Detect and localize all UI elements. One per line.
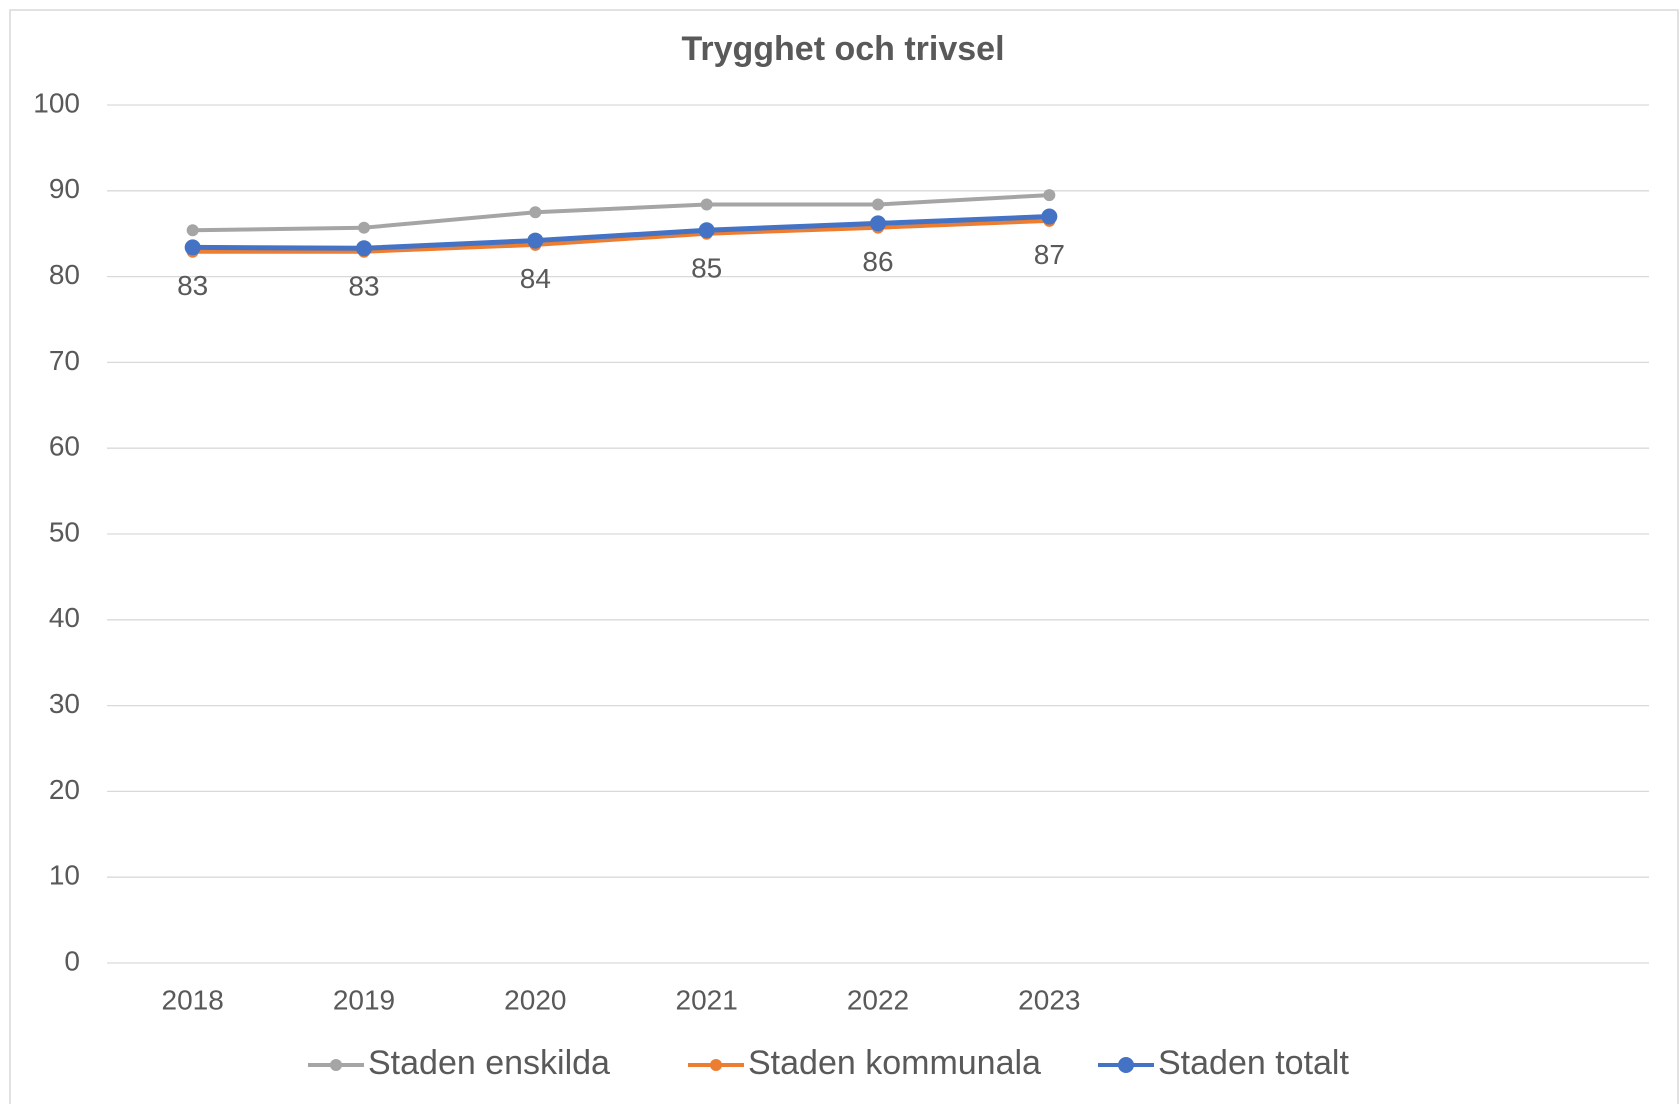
legend-swatch-marker — [330, 1059, 342, 1071]
x-tick-label: 2023 — [1018, 984, 1080, 1015]
y-tick-label: 80 — [49, 259, 80, 290]
x-tick-label: 2020 — [504, 984, 566, 1015]
x-tick-label: 2022 — [847, 984, 909, 1015]
legend-item: Staden kommunala — [688, 1044, 1041, 1082]
y-tick-label: 20 — [49, 774, 80, 805]
data-point — [184, 239, 201, 256]
data-point — [700, 198, 713, 211]
y-tick-label: 70 — [49, 345, 80, 376]
data-label: 83 — [177, 270, 208, 301]
data-point — [527, 232, 544, 249]
y-tick-label: 30 — [49, 688, 80, 719]
data-label: 85 — [691, 253, 722, 284]
data-point — [872, 198, 884, 211]
legend-swatch-marker — [710, 1059, 722, 1071]
x-tick-label: 2018 — [162, 984, 224, 1015]
data-point — [358, 221, 370, 234]
data-point — [529, 206, 542, 219]
data-label: 86 — [862, 246, 893, 277]
chart-border — [9, 9, 1679, 1109]
series-line — [192, 193, 1050, 233]
y-tick-label: 10 — [49, 860, 80, 891]
data-point — [186, 224, 199, 237]
y-tick-label: 0 — [64, 945, 80, 976]
data-point — [1043, 189, 1056, 202]
y-tick-label: 60 — [49, 431, 80, 462]
data-label: 87 — [1034, 239, 1065, 270]
data-point — [870, 215, 886, 232]
y-tick-label: 90 — [49, 173, 80, 204]
legend-label: Staden kommunala — [748, 1044, 1041, 1082]
series-line — [192, 214, 1050, 251]
data-label: 84 — [520, 263, 551, 294]
data-point — [1041, 208, 1058, 225]
data-label: 83 — [348, 271, 379, 302]
legend-swatch-marker — [1118, 1057, 1134, 1073]
legend-label: Staden totalt — [1158, 1044, 1349, 1082]
legend-label: Staden enskilda — [368, 1044, 610, 1082]
y-tick-label: 40 — [49, 602, 80, 633]
x-tick-label: 2021 — [676, 984, 738, 1015]
chart-title: Trygghet och trivsel — [681, 30, 1004, 68]
y-tick-label: 50 — [49, 516, 80, 547]
x-tick-label: 2019 — [333, 984, 395, 1015]
y-tick-label: 100 — [33, 87, 80, 118]
data-point — [698, 222, 715, 239]
data-point — [356, 240, 372, 257]
legend-item: Staden enskilda — [308, 1044, 610, 1082]
legend-item: Staden totalt — [1098, 1044, 1349, 1082]
series-line — [192, 218, 1050, 254]
